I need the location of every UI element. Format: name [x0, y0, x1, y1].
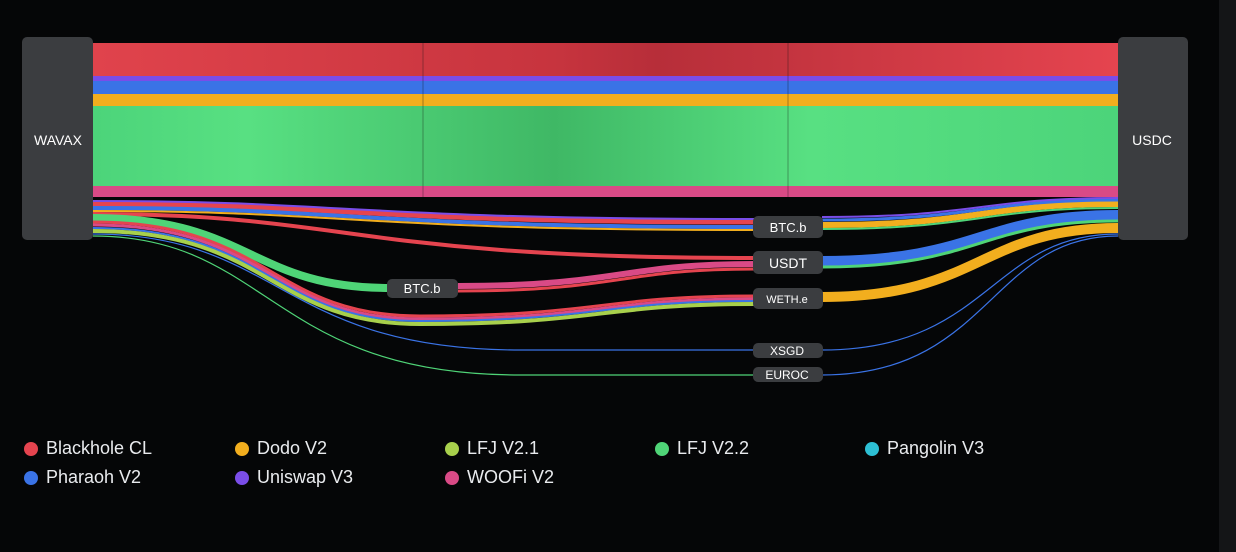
- legend-item-uniswap-v3[interactable]: Uniswap V3: [235, 467, 353, 488]
- chip-btcb-right-label: BTC.b: [770, 220, 807, 235]
- chip-usdt-label: USDT: [769, 255, 808, 271]
- flow-wavax-wethe-pharaoh[interactable]: [92, 227, 756, 323]
- legend-item-lfj-v2-1[interactable]: LFJ V2.1: [445, 438, 539, 459]
- legend-swatch: [235, 470, 249, 485]
- direct-route-bands: [93, 43, 1118, 197]
- node-target[interactable]: USDC: [1118, 37, 1188, 240]
- node-source-label: WAVAX: [34, 132, 83, 148]
- flow-usdt-usdc-pharaoh[interactable]: [821, 210, 1119, 266]
- direct-band-dodo-v2[interactable]: [93, 94, 1118, 106]
- chip-usdt[interactable]: USDT: [753, 251, 823, 274]
- flow-wavax-wethe-lfj21[interactable]: [92, 229, 756, 327]
- flow-wavax-btcb-mid-lfj22[interactable]: [92, 214, 391, 292]
- legend-label: LFJ V2.2: [677, 438, 750, 458]
- flow-wavax-btcb-pharaoh[interactable]: [92, 206, 756, 229]
- flow-wethe-usdc-dodo[interactable]: [821, 223, 1119, 302]
- flow-btcb-usdc-lfj22[interactable]: [821, 207, 1119, 230]
- chip-wethe[interactable]: WETH.e: [753, 288, 823, 309]
- direct-band-woofi-v2[interactable]: [93, 186, 1118, 197]
- flow-wavax-btcb-uniswap[interactable]: [92, 200, 756, 220]
- node-source[interactable]: WAVAX: [22, 37, 93, 240]
- legend-item-pangolin-v3[interactable]: Pangolin V3: [865, 438, 984, 459]
- legend-swatch: [445, 441, 459, 456]
- legend-label: LFJ V2.1: [467, 438, 540, 458]
- legend-label: Dodo V2: [257, 438, 328, 458]
- direct-band-pharaoh-v2[interactable]: [93, 81, 1118, 94]
- chip-wethe-label: WETH.e: [766, 294, 808, 306]
- legend-swatch: [865, 441, 879, 456]
- legend-swatch: [655, 441, 669, 456]
- legend-item-blackhole-cl[interactable]: Blackhole CL: [24, 438, 152, 459]
- direct-band-uniswap-v3[interactable]: [93, 76, 1118, 81]
- chip-xsgd-label: XSGD: [770, 344, 804, 358]
- flow-wavax-wethe-blackhole[interactable]: [92, 220, 756, 318]
- flow-wavax-btcb-blackhole[interactable]: [92, 201, 756, 225]
- chip-euroc[interactable]: EUROC: [753, 367, 823, 382]
- chip-btcb-mid[interactable]: BTC.b: [387, 279, 458, 298]
- legend-item-dodo-v2[interactable]: Dodo V2: [235, 438, 327, 459]
- legend-swatch: [24, 441, 38, 456]
- scrollbar[interactable]: [1219, 0, 1236, 552]
- flow-btcbmid-usdt-woofi[interactable]: [457, 261, 756, 289]
- flow-btcb-usdc-uniswap[interactable]: [821, 197, 1119, 218]
- chip-btcb-mid-label: BTC.b: [404, 281, 441, 296]
- flow-wavax-btcb-dodo[interactable]: [92, 210, 756, 231]
- legend-item-pharaoh-v2[interactable]: Pharaoh V2: [24, 467, 141, 488]
- direct-band-blackhole-cl[interactable]: [93, 43, 1118, 76]
- flow-wavax-wethe-woofi[interactable]: [92, 223, 756, 321]
- flow-wavax-euroc-lfj22[interactable]: [92, 235, 755, 376]
- legend-label: Blackhole CL: [46, 438, 153, 458]
- legend-item-lfj-v2-2[interactable]: LFJ V2.2: [655, 438, 749, 459]
- flow-xsgd-usdc-pharaoh[interactable]: [821, 233, 1119, 351]
- node-target-label: USDC: [1132, 132, 1172, 148]
- legend-label: Pangolin V3: [887, 438, 985, 458]
- legend-swatch: [235, 441, 249, 456]
- flow-usdt-usdc-lfj22[interactable]: [821, 219, 1119, 269]
- legend-item-woofi-v2[interactable]: WOOFi V2: [445, 467, 554, 488]
- chip-euroc-label: EUROC: [765, 368, 809, 382]
- legend-label: Uniswap V3: [257, 467, 354, 487]
- legend-swatch: [445, 470, 459, 485]
- multi-hop-flows: [92, 197, 1119, 376]
- chip-btcb-right[interactable]: BTC.b: [753, 216, 823, 238]
- flow-btcbmid-usdt-blackhole[interactable]: [457, 267, 756, 293]
- legend-label: WOOFi V2: [467, 467, 555, 487]
- flow-btcb-usdc-dodo[interactable]: [821, 201, 1119, 228]
- chip-xsgd[interactable]: XSGD: [753, 343, 823, 358]
- legend-swatch: [24, 470, 38, 485]
- legend-label: Pharaoh V2: [46, 467, 142, 487]
- flow-euroc-usdc-pharaoh[interactable]: [821, 235, 1119, 376]
- flow-wavax-usdt-blackhole[interactable]: [92, 212, 756, 260]
- direct-band-lfj-v2-2[interactable]: [93, 106, 1118, 186]
- flow-btcb-usdc-pharaoh[interactable]: [821, 198, 1119, 222]
- flow-wavax-xsgd-pharaoh[interactable]: [92, 233, 755, 351]
